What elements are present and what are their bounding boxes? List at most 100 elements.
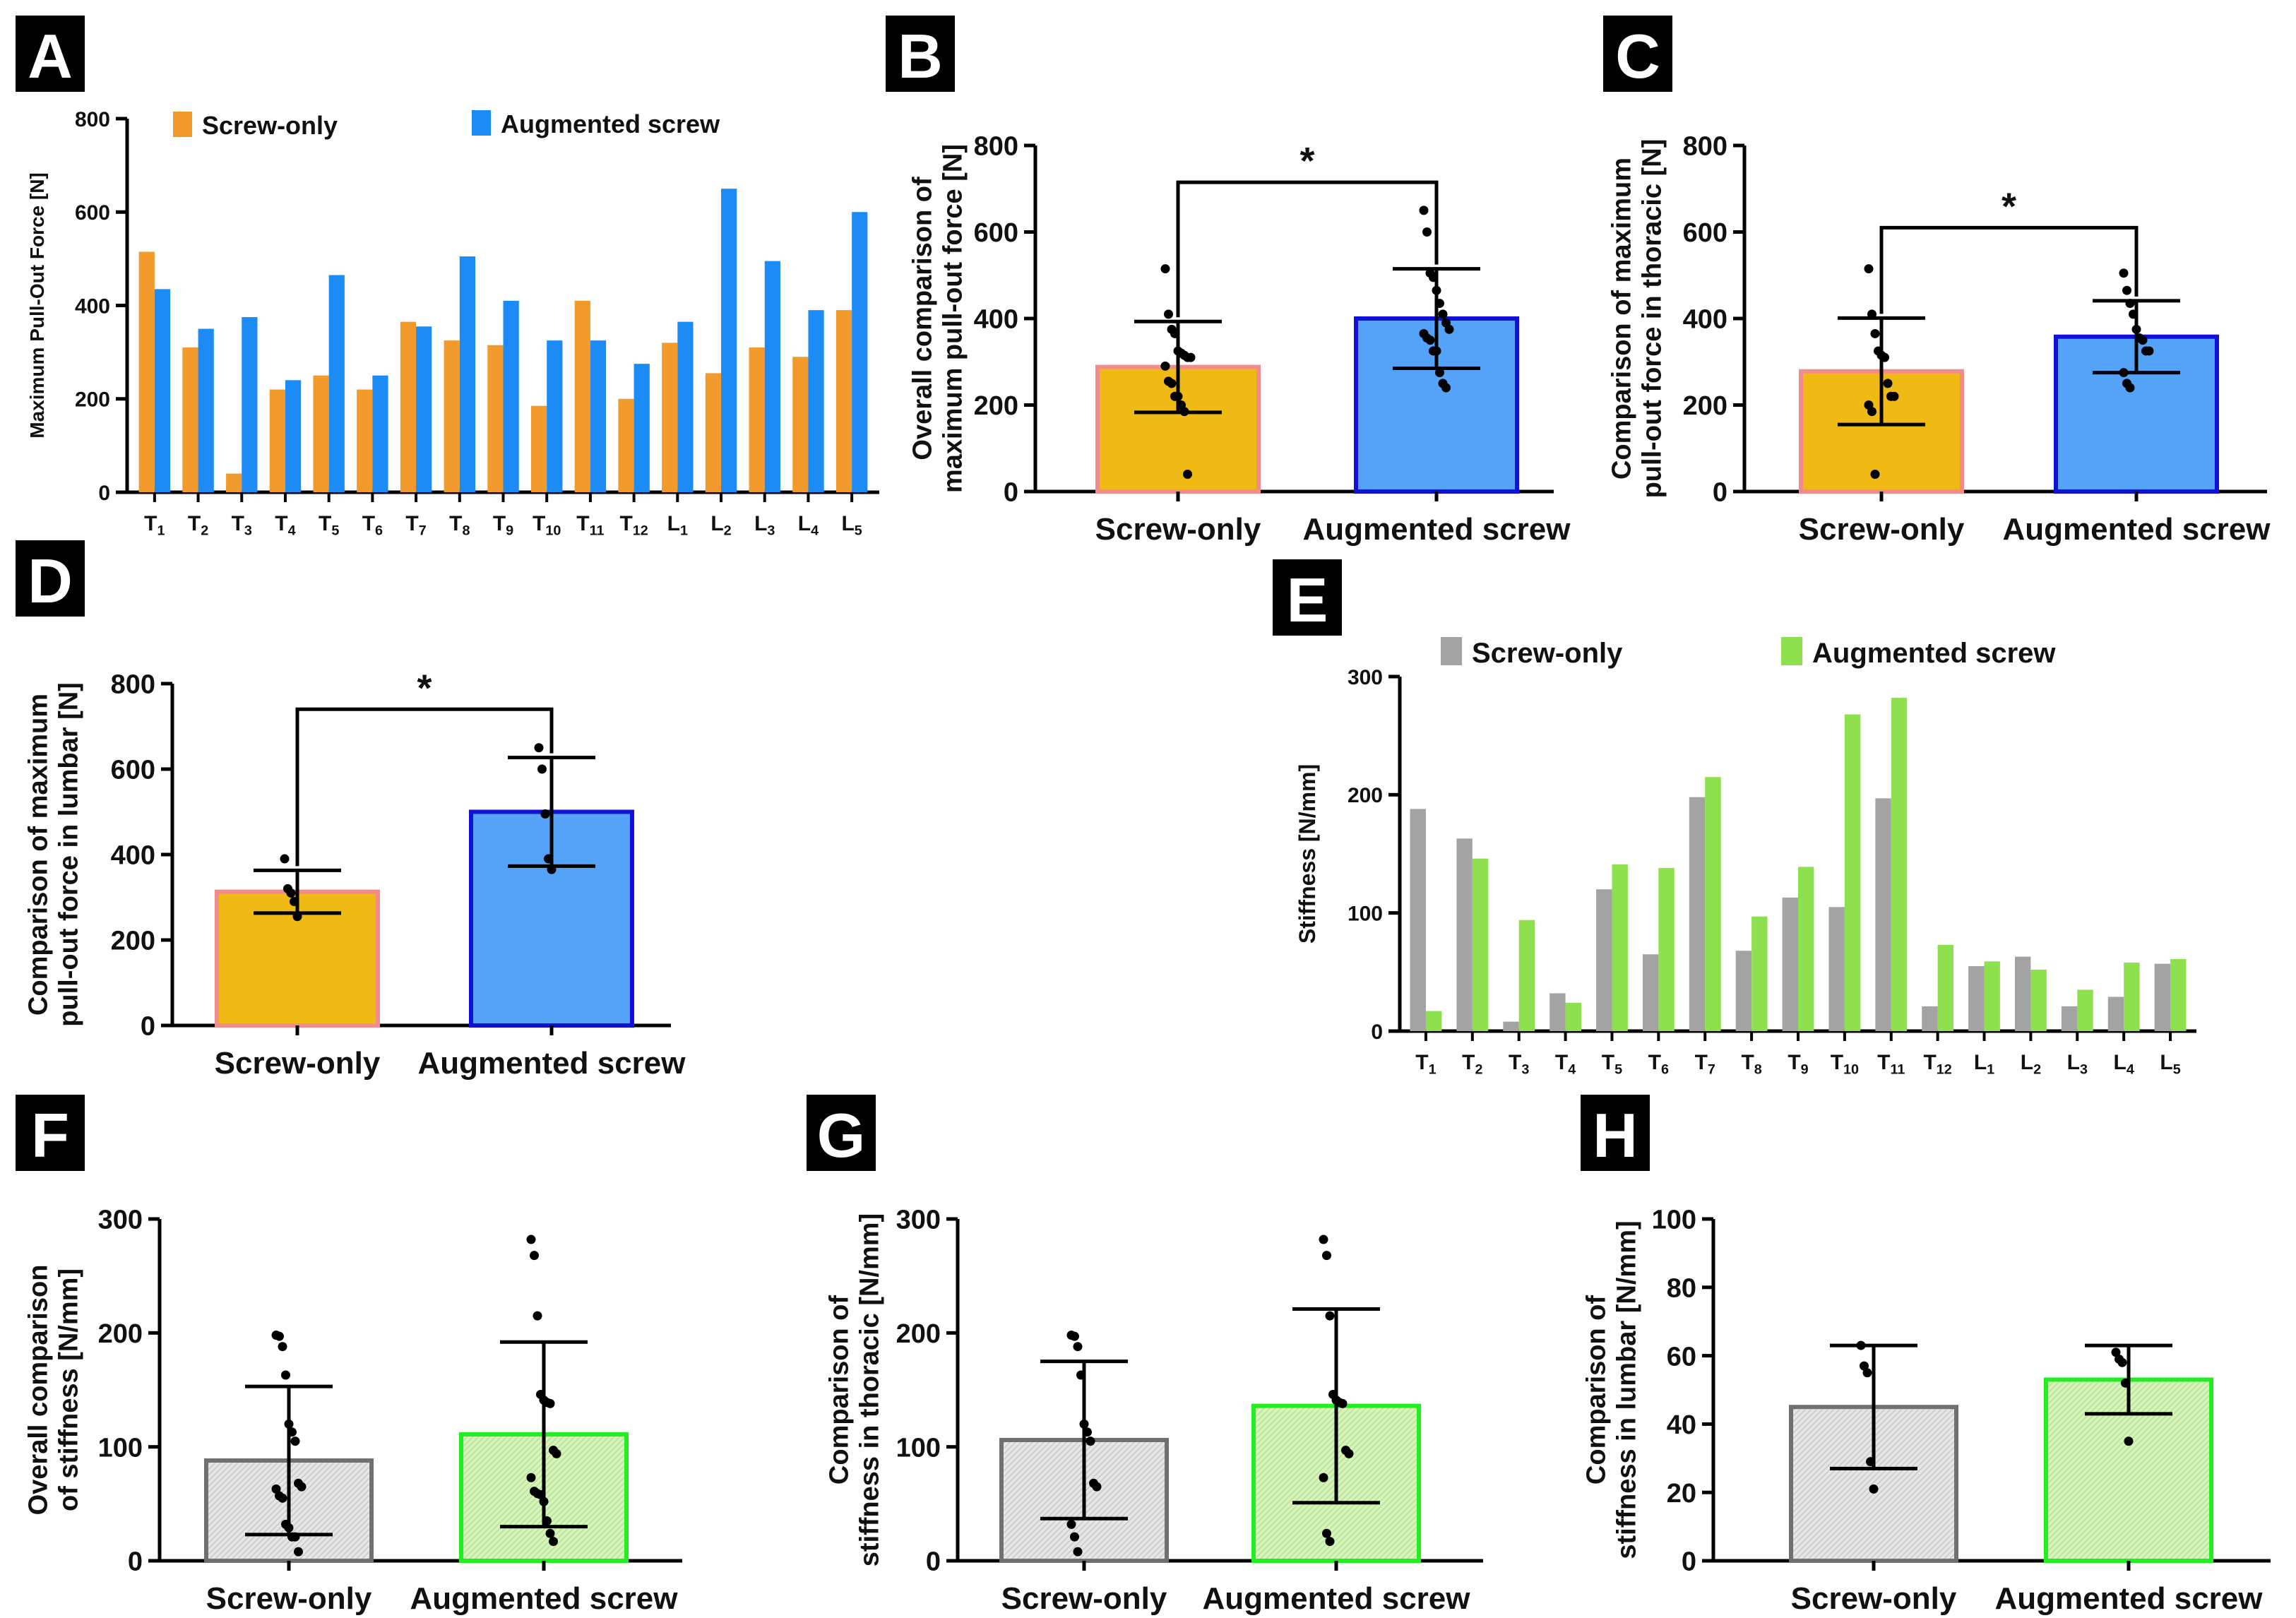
data-point	[539, 1497, 549, 1506]
y-tick-label: 400	[111, 841, 155, 871]
bar-augmented-screw	[1425, 1011, 1442, 1031]
bar-augmented-screw	[242, 317, 258, 492]
data-point	[1179, 407, 1189, 417]
y-axis-title: maximum pull-out force [N]	[938, 144, 968, 493]
data-point	[1864, 264, 1874, 274]
panel-label-h: H	[1581, 1095, 1650, 1171]
data-point	[540, 809, 550, 819]
y-tick-label: 100	[896, 1433, 941, 1463]
data-point	[287, 1427, 297, 1437]
chart-c: 0 200 400 600 800 Screw-only Augmented screw * C…	[1607, 132, 2271, 547]
bar-augmented-screw	[590, 340, 607, 492]
panel-label-letter: D	[28, 546, 73, 616]
data-point	[2129, 309, 2138, 319]
panel-label-letter: B	[898, 21, 943, 91]
x-tick-label: L2	[710, 512, 731, 539]
x-category-label: Screw-only	[1001, 1581, 1167, 1616]
data-point	[530, 1251, 539, 1261]
significance-bracket	[295, 707, 554, 867]
data-point	[1160, 361, 1170, 371]
bar-augmented-screw	[154, 289, 171, 492]
data-point	[1422, 227, 1432, 237]
y-tick-label: 600	[974, 218, 1018, 248]
x-tick-label: T9	[493, 512, 513, 539]
data-point	[2122, 285, 2131, 295]
data-point	[1435, 299, 1444, 309]
data-point	[1070, 1331, 1079, 1341]
data-point	[1322, 1251, 1331, 1261]
data-point	[549, 1537, 558, 1547]
y-tick-label: 800	[974, 132, 1018, 162]
bar-augmented-screw	[285, 380, 302, 492]
panel-label-box	[1603, 16, 1672, 92]
data-point	[1860, 1361, 1869, 1371]
data-point	[271, 1484, 281, 1494]
data-point	[1073, 1342, 1083, 1352]
data-point	[1432, 285, 1441, 295]
y-tick-label: 100	[1652, 1206, 1696, 1235]
panel-label-letter: E	[1287, 565, 1328, 635]
x-category-label: Augmented screw	[1303, 512, 1571, 547]
legend-label: Screw-only	[202, 111, 338, 140]
bar-augmented-screw	[372, 375, 388, 492]
bar-screw-only	[1875, 798, 1891, 1031]
data-point	[1186, 352, 1196, 362]
bar-augmented-screw	[416, 326, 432, 492]
x-tick-label: T6	[1648, 1051, 1669, 1078]
bar-screw-only	[1596, 889, 1612, 1031]
data-point	[1083, 1427, 1092, 1437]
y-axis-title: Overall comparison	[24, 1265, 54, 1516]
data-point	[278, 1493, 287, 1503]
panel-label-box	[16, 16, 85, 92]
panel-label-letter: A	[28, 21, 73, 91]
y-tick-label: 300	[98, 1206, 143, 1235]
y-axis-title: Comparison of	[825, 1295, 855, 1485]
y-tick-label: 200	[974, 391, 1018, 421]
panel-label-letter: F	[31, 1100, 69, 1170]
y-tick-label: 300	[896, 1206, 941, 1235]
data-point	[286, 888, 296, 898]
panel-label-c: C	[1603, 16, 1672, 92]
y-tick-label: 60	[1667, 1342, 1696, 1372]
data-point	[2119, 368, 2129, 378]
y-tick-label: 20	[1667, 1479, 1696, 1509]
significance-bracket	[1176, 180, 1439, 318]
x-tick-label: L3	[2067, 1051, 2088, 1078]
bar-screw-only	[1828, 907, 1845, 1031]
x-tick-label: T1	[1415, 1051, 1436, 1078]
y-tick-label: 0	[1682, 1547, 1696, 1577]
bar-screw-only	[1456, 838, 1473, 1031]
bar-screw-only	[1549, 993, 1566, 1031]
y-tick-label: 100	[98, 1433, 143, 1463]
y-axis-title: Comparison of maximum	[24, 694, 54, 1016]
bar-screw-only	[1503, 1021, 1519, 1031]
bar-augmented-screw	[1565, 1002, 1581, 1031]
bar-augmented-screw	[1937, 944, 1954, 1031]
x-category-label: Screw-only	[215, 1046, 381, 1081]
y-tick-label: 600	[75, 201, 110, 225]
bar-screw-only	[182, 347, 198, 492]
data-point	[1183, 470, 1192, 479]
y-tick-label: 80	[1667, 1273, 1696, 1303]
bar-augmented-screw	[1984, 961, 2000, 1031]
bar-augmented-screw	[459, 256, 476, 492]
data-point	[1870, 328, 1880, 338]
data-point	[278, 1342, 287, 1352]
y-tick-label: 200	[1348, 784, 1383, 807]
bar-augmented-screw	[198, 328, 214, 492]
data-point	[1856, 1340, 1866, 1350]
significance-bracket	[1879, 225, 2139, 314]
bar-screw-only	[138, 251, 155, 492]
y-tick-label: 0	[1713, 478, 1727, 508]
data-point	[297, 1482, 307, 1492]
y-tick-label: 300	[1348, 666, 1383, 689]
data-point	[544, 854, 553, 864]
bar-augmented-screw	[1798, 867, 1814, 1031]
y-tick-label: 200	[896, 1319, 941, 1349]
data-point	[2125, 299, 2135, 309]
x-tick-label: T4	[1555, 1051, 1576, 1078]
panel-label-letter: H	[1593, 1100, 1638, 1170]
x-tick-label: T1	[144, 512, 165, 539]
data-point	[1173, 391, 1183, 401]
data-point	[292, 912, 302, 922]
